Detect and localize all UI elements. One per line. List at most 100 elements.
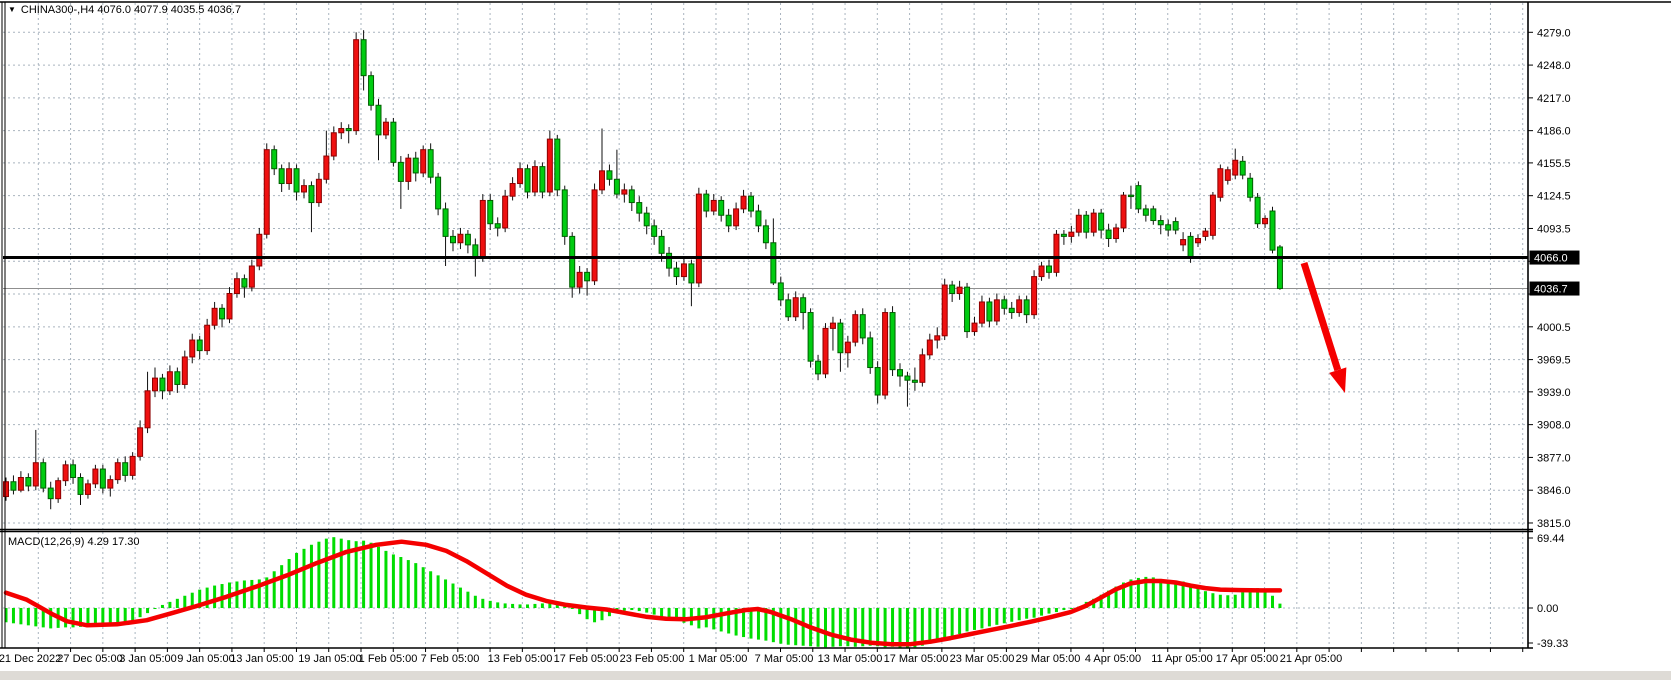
macd-histogram-bar [764,608,768,641]
candlestick [1068,231,1075,237]
macd-histogram-bar [146,608,150,614]
candlestick [889,312,896,371]
macd-histogram-bar [41,608,45,628]
candlestick [241,278,248,288]
macd-histogram-bar [526,604,529,608]
candlestick [978,301,985,324]
candlestick [1247,177,1254,198]
candlestick [1031,276,1038,316]
macd-histogram-bar [183,595,187,608]
candlestick [762,225,769,244]
macd-histogram-bar [853,608,857,647]
candlestick [1105,229,1112,240]
macd-histogram-bar [824,608,827,648]
candlestick [226,293,233,320]
candlestick [1120,194,1127,229]
candlestick [1187,235,1194,257]
macd-histogram-bar [1271,595,1274,608]
candlestick [926,339,933,356]
macd-histogram-bar [645,608,649,613]
candlestick [278,168,285,185]
macd-histogram-bar [116,608,120,623]
candlestick [993,299,1000,322]
candlestick [777,282,784,301]
price-tick-label: 3877.0 [1537,452,1571,464]
macd-histogram-bar [1211,593,1215,608]
macd-histogram-bar [712,608,716,630]
macd-histogram-bar [302,548,306,608]
macd-histogram-bar [272,571,276,608]
candlestick [911,379,918,383]
candlestick [748,195,754,212]
time-tick-label: 7 Feb 05:00 [421,653,480,665]
candlestick [897,369,903,377]
candlestick [1023,299,1030,316]
macd-tick-label: -39.33 [1537,638,1568,650]
macd-histogram-bar [101,608,105,625]
candlestick [219,307,226,320]
price-tick-label: 3908.0 [1537,420,1571,432]
macd-histogram-bar [1107,590,1111,608]
candlestick [1083,214,1090,233]
macd-histogram-bar [1040,608,1044,616]
macd-histogram-bar [1010,608,1014,622]
macd-histogram-bar [257,579,261,608]
macd-histogram-bar [466,591,470,608]
macd-histogram-bar [1196,588,1200,608]
macd-histogram-bar [995,608,999,625]
candlestick [1202,230,1209,237]
candlestick [330,132,337,157]
macd-histogram-bar [1144,576,1148,608]
candlestick [1075,214,1082,233]
price-tick-label: 3969.5 [1537,355,1571,367]
macd-histogram-bar [347,540,351,608]
macd-histogram-bar [1122,582,1125,608]
candlestick [621,189,628,195]
candlestick [1060,233,1067,237]
candlestick [62,464,69,482]
time-tick-label: 17 Feb 05:00 [554,653,619,665]
macd-histogram-bar [973,608,976,630]
candlestick [986,301,993,322]
candlestick [576,271,583,288]
trend-arrow-head[interactable] [1329,367,1347,393]
macd-histogram-bar [1248,589,1252,608]
candlestick [1195,238,1201,244]
candlestick [166,371,173,392]
candlestick [502,195,509,229]
macd-histogram-bar [719,608,723,632]
macd-histogram-bar [980,608,984,629]
candlestick [99,468,106,489]
candlestick [643,212,650,227]
macd-histogram-bar [742,608,746,638]
macd-histogram-bar [548,602,552,608]
candlestick [554,138,561,191]
candlestick [1254,196,1261,225]
macd-histogram-bar [876,608,880,647]
macd-histogram-bar [1114,586,1118,608]
candlestick [40,462,47,489]
macd-histogram-bar [317,541,321,608]
candlestick [755,210,762,227]
macd-histogram-bar [816,608,820,647]
time-tick-label: 11 Apr 05:00 [1151,653,1213,665]
candlestick [733,208,740,227]
candlestick [1232,159,1239,176]
candlestick [181,356,188,385]
candlestick [457,233,464,244]
time-tick-label: 17 Mar 05:00 [884,653,949,665]
macd-histogram-bar [384,550,388,608]
macd-histogram-bar [905,608,909,648]
candlestick [695,193,702,284]
price-tick-label: 4124.5 [1537,191,1571,203]
candlestick [1135,185,1142,210]
macd-histogram-bar [1181,581,1185,608]
symbol-dropdown-icon[interactable]: ▼ [8,5,16,14]
macd-histogram-bar [920,608,924,646]
candlestick [92,468,99,485]
macd-histogram-bar [49,608,53,629]
macd-histogram-bar [1226,595,1230,608]
macd-histogram-bar [79,608,82,627]
trend-arrow-shaft[interactable] [1300,261,1342,372]
